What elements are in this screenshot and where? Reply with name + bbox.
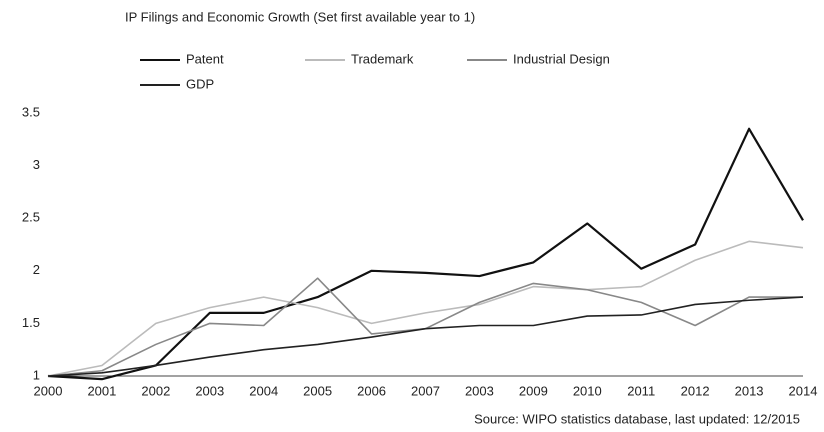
x-tick-label: 2001 bbox=[87, 383, 116, 398]
x-tick-label: 2006 bbox=[357, 383, 386, 398]
series-line bbox=[47, 296, 804, 377]
x-tick-label: 2009 bbox=[519, 383, 548, 398]
x-tick-label: 2005 bbox=[303, 383, 332, 398]
legend-label: Industrial Design bbox=[513, 51, 610, 66]
x-tick-label: 2004 bbox=[249, 383, 278, 398]
y-tick-label: 2.5 bbox=[22, 210, 40, 225]
x-tick-label: 2013 bbox=[735, 383, 764, 398]
y-tick-label: 3.5 bbox=[22, 104, 40, 119]
legend-label: Patent bbox=[186, 51, 224, 66]
x-tick-label: 2003 bbox=[195, 383, 224, 398]
x-tick-label: 2000 bbox=[34, 383, 63, 398]
x-tick-label: 2011 bbox=[627, 383, 655, 398]
x-tick-label: 2012 bbox=[681, 383, 710, 398]
series-line bbox=[47, 127, 804, 381]
x-tick-label: 2014 bbox=[789, 383, 818, 398]
source-note: Source: WIPO statistics database, last u… bbox=[474, 411, 800, 426]
y-tick-label: 3 bbox=[33, 157, 40, 172]
y-tick-label: 1.5 bbox=[22, 315, 40, 330]
legend-label: Trademark bbox=[351, 51, 414, 66]
x-tick-label: 2010 bbox=[573, 383, 602, 398]
x-tick-label: 2007 bbox=[411, 383, 440, 398]
y-tick-label: 2 bbox=[33, 262, 40, 277]
series-line bbox=[47, 240, 804, 377]
chart-title: IP Filings and Economic Growth (Set firs… bbox=[125, 9, 475, 24]
x-tick-label: 2003 bbox=[465, 383, 494, 398]
y-tick-label: 1 bbox=[33, 367, 40, 382]
x-tick-label: 2002 bbox=[141, 383, 170, 398]
legend-label: GDP bbox=[186, 76, 214, 91]
